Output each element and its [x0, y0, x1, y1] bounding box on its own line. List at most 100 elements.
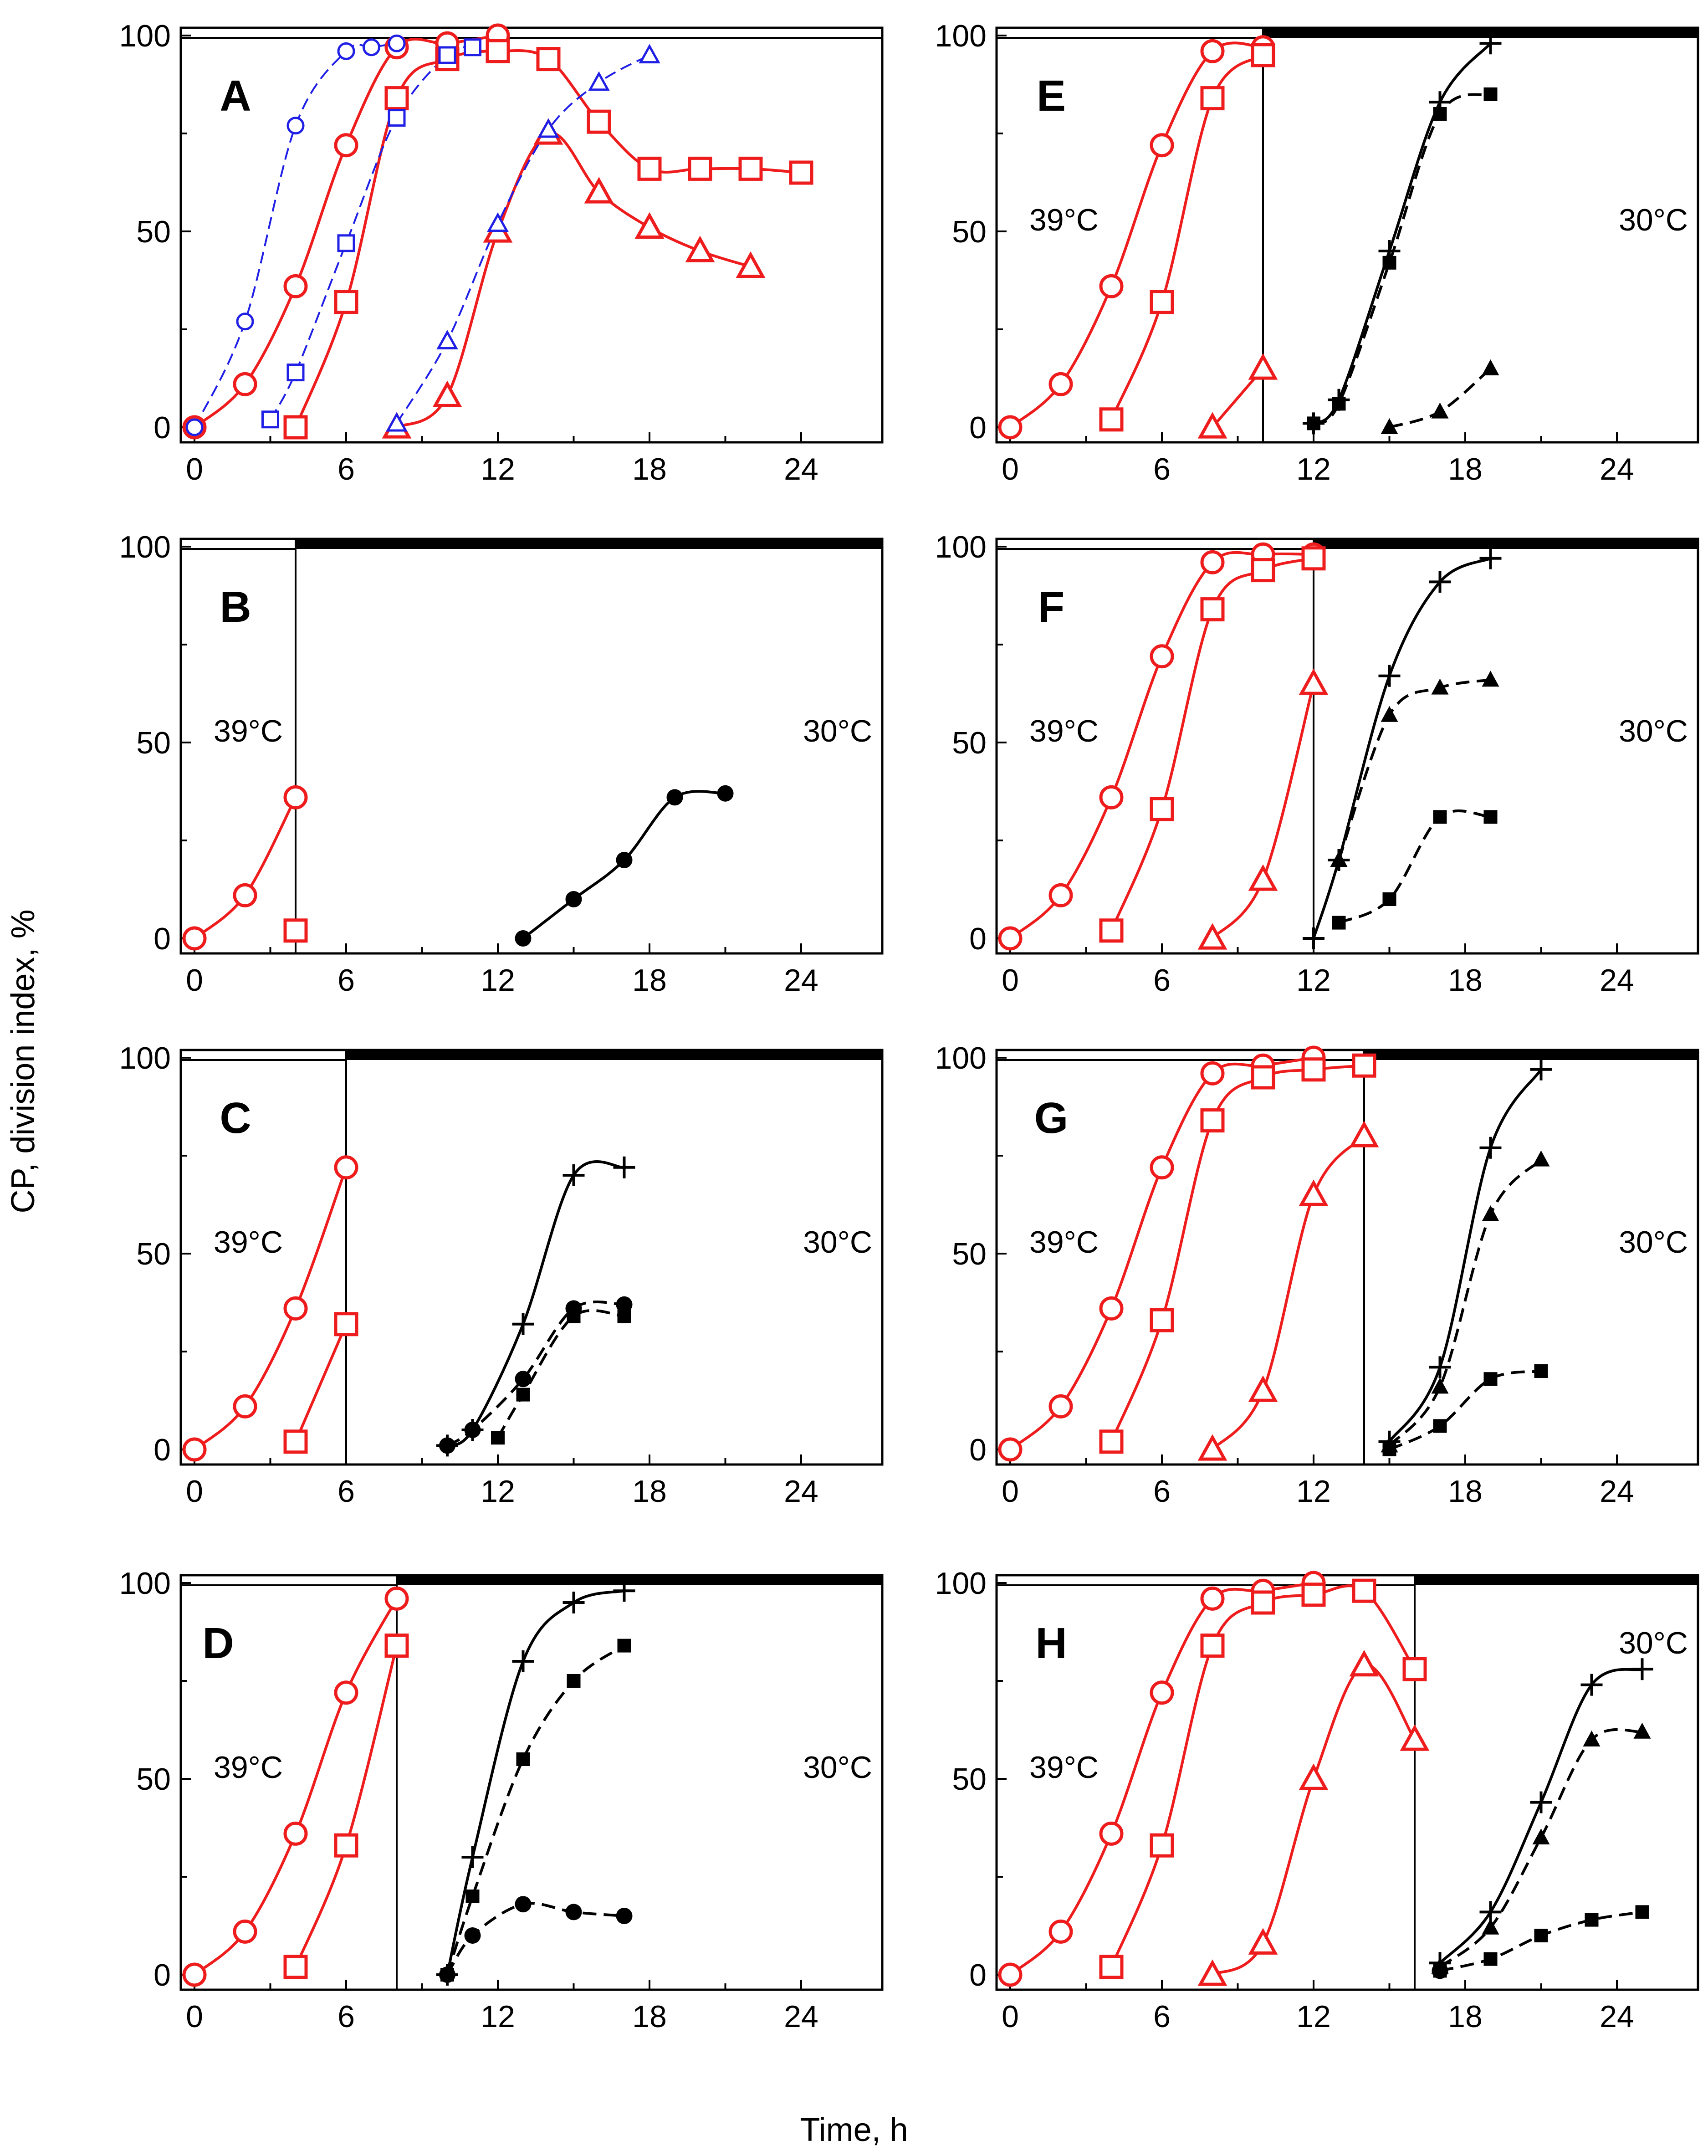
panel-a-point-0-3 [334, 133, 358, 158]
panel-b-y-tick-label: 0 [153, 922, 171, 956]
panel-c-point-4-0 [491, 1431, 505, 1445]
panel-h-point-4-4 [1631, 1658, 1653, 1680]
panel-d-y-tick-label: 100 [119, 1566, 171, 1601]
panel-a-y-tick-label: 100 [119, 19, 171, 53]
panel-e-x-tick-label: 18 [1448, 452, 1483, 487]
panel-c-point-4-3 [617, 1309, 631, 1323]
panel-g-point-1-0 [1099, 1429, 1124, 1454]
panel-a-point-5-1 [436, 330, 458, 349]
panel-a-point-4-5 [464, 38, 481, 56]
panel-g-point-0-2 [1099, 1296, 1124, 1321]
panel-c-point-2-4 [613, 1156, 635, 1178]
panel-a-point-2-1 [432, 380, 462, 407]
panel-f-point-0-1 [1048, 883, 1073, 907]
panel-d-temp-warm-label: 39°C [214, 1750, 283, 1785]
panel-b-x-tick-label: 18 [632, 963, 667, 998]
panel-g-point-5-2 [1483, 1372, 1498, 1386]
panel-b-y-tick-label: 100 [119, 530, 171, 564]
panel-g-point-5-1 [1433, 1419, 1447, 1433]
panel-c-point-0-1 [233, 1394, 257, 1419]
panel-d-x-tick-label: 0 [186, 1999, 203, 2034]
panel-h-point-1-0 [1099, 1955, 1124, 1979]
panel-a-point-1-0 [283, 415, 308, 440]
panel-h-point-2-0 [1197, 1959, 1227, 1986]
panel-e-point-1-0 [1099, 407, 1124, 432]
panel-e-point-1-1 [1150, 290, 1174, 314]
panel-a-point-5-3 [537, 118, 559, 138]
panel-d: 0 6 12 18 24 0 50 100 D 39°C 30°C [119, 1566, 884, 2034]
panel-b-x-tick-label: 12 [481, 963, 515, 998]
panel-g-temp-warm-label: 39°C [1029, 1225, 1099, 1260]
panel-d-x-tick-label: 6 [338, 1999, 355, 2034]
panel-f-point-0-3 [1150, 644, 1174, 669]
panel-g-series-line-4 [1388, 1158, 1542, 1447]
panel-f-point-4-0 [1330, 851, 1348, 867]
panel-e-point-1-2 [1200, 86, 1225, 111]
panel-e-point-4-4 [1483, 87, 1498, 101]
panel-b: 0 6 12 18 24 0 50 100 B 39°C 30°C [119, 530, 884, 998]
panel-e-series-line-4 [1313, 93, 1491, 425]
panel-e-letter: E [1037, 72, 1066, 120]
panel-e-x-tick-label: 24 [1600, 452, 1634, 487]
panel-a-point-5-0 [386, 412, 408, 432]
panel-c-x-tick-label: 6 [338, 1474, 355, 1509]
panel-d-temp-cool-label: 30°C [803, 1750, 872, 1785]
panel-g-point-1-5 [1352, 1053, 1376, 1078]
panel-g-x-tick-label: 18 [1448, 1474, 1483, 1509]
panel-g-point-1-2 [1200, 1108, 1225, 1133]
panel-c-x-tick-label: 18 [632, 1474, 667, 1509]
panel-a-x-tick-label: 24 [784, 452, 818, 487]
y-axis-label: CP, division index, % [5, 909, 41, 1213]
panel-b-point-2-1 [565, 891, 582, 907]
panel-g-point-4-2 [1482, 1205, 1499, 1221]
panel-h-temp-cool-label: 30°C [1619, 1626, 1688, 1660]
panel-g-y-tick-label: 100 [935, 1041, 987, 1075]
panel-h-point-2-4 [1400, 1724, 1430, 1751]
panel-f-point-4-3 [1482, 671, 1499, 687]
panel-d-y-tick-label: 0 [153, 1958, 171, 1992]
panel-h-y-tick-label: 50 [952, 1762, 987, 1797]
panel-h-point-2-1 [1248, 1928, 1278, 1955]
x-axis-label: Time, h [800, 2112, 908, 2148]
panel-d-point-0-3 [334, 1680, 358, 1705]
panel-a-point-1-5 [536, 47, 561, 72]
panel-g-point-2-0 [1197, 1434, 1227, 1461]
panel-f-point-3-2 [1378, 665, 1401, 687]
panel-e-temp-warm-label: 39°C [1029, 203, 1099, 237]
panel-g-temp-cool-label: 30°C [1619, 1225, 1688, 1260]
panel-e-temp-bar-cool [1263, 28, 1698, 38]
panel-f-point-4-1 [1381, 706, 1398, 722]
panel-a-point-5-2 [487, 212, 509, 232]
panel-h-point-2-2 [1299, 1763, 1329, 1790]
panel-g-series-line-2 [1211, 1135, 1365, 1451]
panel-g-point-1-4 [1301, 1057, 1326, 1082]
panel-f-point-1-4 [1301, 546, 1326, 571]
panel-f-point-1-3 [1251, 558, 1275, 583]
panel-g-point-2-2 [1299, 1179, 1329, 1206]
panel-e-frame [995, 26, 1699, 444]
panel-b-temp-bar-warm [180, 538, 297, 550]
panel-f-point-1-0 [1099, 918, 1124, 943]
panel-h-point-6-2 [1534, 1929, 1548, 1942]
panel-h-point-6-3 [1585, 1913, 1599, 1927]
panel-g-point-0-3 [1150, 1155, 1174, 1180]
panel-a-series-line-1 [294, 49, 802, 428]
panel-f-point-5-2 [1433, 810, 1447, 824]
panel-h-point-4-2 [1530, 1791, 1552, 1813]
panel-d-point-2-3 [563, 1592, 585, 1613]
panel-f-point-0-4 [1200, 550, 1225, 574]
panel-e-point-3-4 [1479, 32, 1502, 55]
panel-g-point-2-3 [1349, 1121, 1379, 1147]
panel-e-temp-cool-label: 30°C [1619, 203, 1688, 237]
panel-d-point-4-0 [439, 1967, 455, 1983]
panel-e-point-0-4 [1200, 39, 1225, 63]
panel-b-y-tick-label: 50 [136, 726, 171, 760]
panel-e-x-tick-label: 0 [1002, 452, 1019, 487]
panel-e-x-tick-label: 6 [1153, 452, 1171, 487]
panel-d-point-2-1 [461, 1846, 484, 1868]
panel-f-temp-cool-label: 30°C [1619, 714, 1688, 748]
panel-h-point-0-0 [998, 1962, 1023, 1987]
panel-h-point-1-4 [1301, 1582, 1326, 1607]
panel-g-point-0-4 [1200, 1061, 1225, 1086]
panel-c-point-3-4 [616, 1296, 633, 1313]
